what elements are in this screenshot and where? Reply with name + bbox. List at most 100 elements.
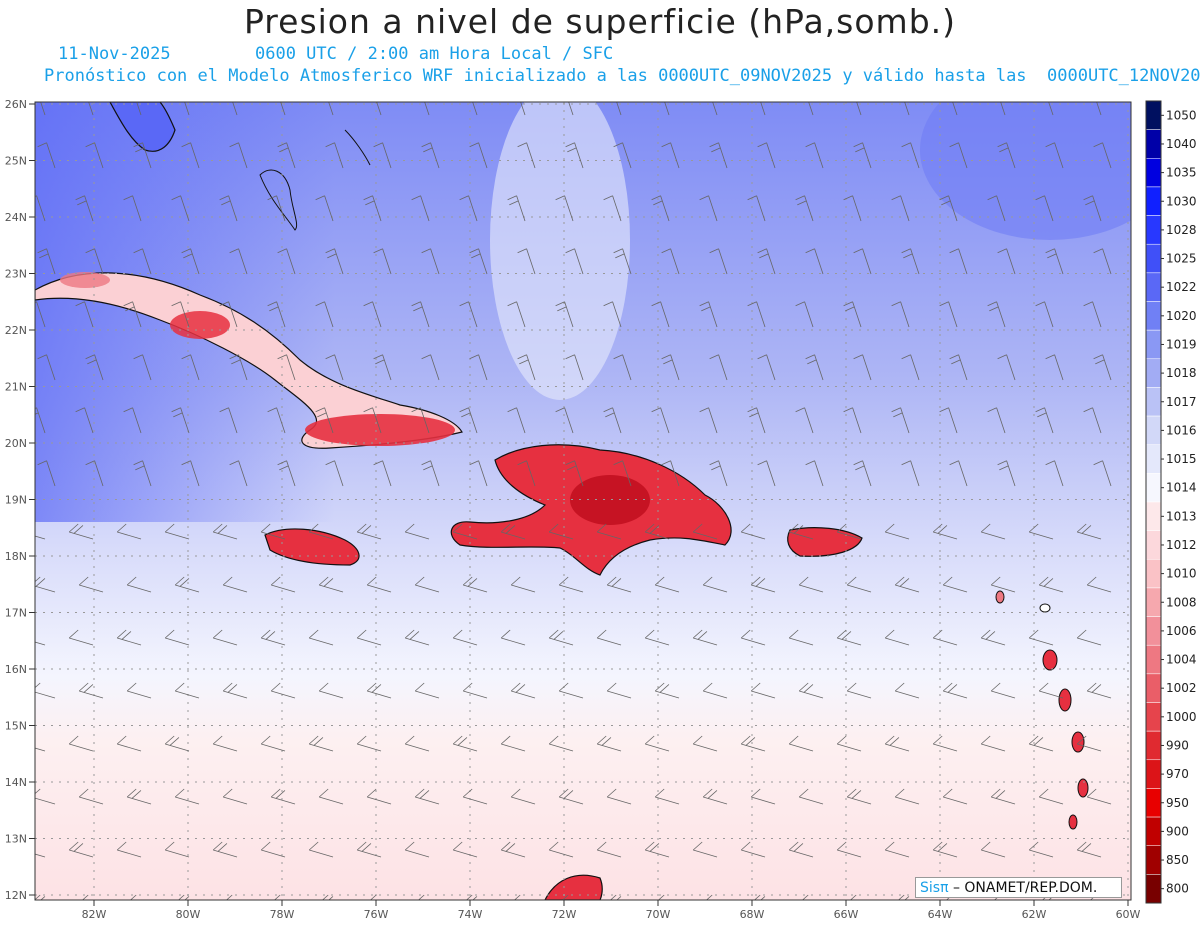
wind-barb [949,460,968,487]
wind-barb [421,460,440,487]
credit-label: Sisπ – ONAMET/REP.DOM. [915,877,1122,898]
wind-barb [469,142,488,169]
wind-barb [747,195,766,222]
wind-barb [1035,407,1054,434]
wind-barb [548,629,574,646]
lon-tick-label: 78W [270,908,295,921]
wind-barb [709,142,728,169]
wind-barb [35,535,46,540]
credit-text: – ONAMET/REP.DOM. [952,880,1098,896]
wind-barb [267,407,286,434]
lat-tick-label: 21N [5,381,27,394]
colorbar-label: 850 [1166,853,1189,867]
wind-barb [1086,682,1112,699]
wind-barb [85,460,104,487]
wind-barb [843,301,862,328]
wind-barb [404,523,430,540]
colorbar-swatch [1145,616,1162,646]
colorbar-swatch [1145,358,1162,388]
wind-barb [740,523,766,540]
wind-barb [661,248,680,275]
wind-barb [510,682,536,699]
wind-barb [891,195,910,222]
colorbar-swatch [1145,702,1162,732]
wind-barb [35,894,46,900]
island-st-lucia [1077,778,1089,798]
colorbar-label: 1050 [1166,108,1197,122]
wind-barb [548,735,574,752]
colorbar-label: 1008 [1166,595,1197,609]
wind-barb [308,841,334,858]
forecast-date: 11-Nov-2025 [58,44,171,64]
wind-barb [757,248,776,275]
wind-barb [459,407,478,434]
wind-barb [37,354,56,381]
wind-barb [606,682,632,699]
wind-barb [212,841,238,858]
wind-barb [465,894,478,900]
wind-barb [325,248,344,275]
wind-barb [133,354,152,381]
wind-barb [68,629,94,646]
map-frame [34,101,1132,901]
latitude-axis: 26N 25N 24N 23N 22N 21N 20N 19N 18N 17N 16N 15N 14N 1… [5,98,35,902]
wind-barb [315,301,334,328]
wind-barb [702,576,728,593]
wind-barb [891,407,910,434]
wind-barb [517,248,536,275]
wind-barb [702,788,728,805]
colorbar-label: 1022 [1166,280,1197,294]
island-st-kitts [995,590,1005,604]
lon-tick-label: 76W [364,908,389,921]
wind-barb [404,629,430,646]
wind-barb [901,460,920,487]
wind-barbs [35,102,1112,900]
bahamas-andros [259,169,298,231]
wind-barb [68,735,94,752]
wind-barb [788,523,814,540]
colorbar-swatch [1145,874,1162,904]
bahamas-eleuthera [344,129,371,166]
wind-barb [363,195,382,222]
wind-barb [181,142,200,169]
colorbar-label: 1013 [1166,509,1197,523]
wind-barb [1038,576,1064,593]
wind-barb [1045,248,1064,275]
wind-barb [801,894,809,900]
wind-barb [558,788,584,805]
wind-barb [277,248,296,275]
wind-barb [421,142,440,169]
wind-barb [836,523,862,540]
wind-barb [123,301,142,328]
wind-barb [606,576,632,593]
wind-barb [507,301,526,328]
wind-barb [661,354,680,381]
colorbar-label: 1002 [1166,681,1197,695]
lat-tick-label: 26N [5,98,27,111]
wind-barb [853,142,872,169]
wind-barb [510,788,536,805]
wind-barb [366,576,392,593]
wind-barb [609,894,622,900]
wind-barb [68,841,94,858]
wind-barb [997,460,1016,487]
wind-barb [126,788,152,805]
wind-barb [1093,248,1112,275]
wind-barb [373,248,392,275]
hispaniola-deep-low [570,475,650,525]
island-dominica [1058,688,1072,712]
wind-barb [709,248,728,275]
wind-barb [277,354,296,381]
wind-barb [644,629,670,646]
wind-barb [884,735,910,752]
wind-barb [805,354,824,381]
wind-barb [452,841,478,858]
wind-barb [421,354,440,381]
wind-barb [613,142,632,169]
wind-barb [129,894,137,900]
wind-barb [133,248,152,275]
paraguana-peninsula [544,874,603,900]
wind-barb [452,523,478,540]
island-st-vincent [1068,814,1078,830]
wind-barb [369,894,377,900]
